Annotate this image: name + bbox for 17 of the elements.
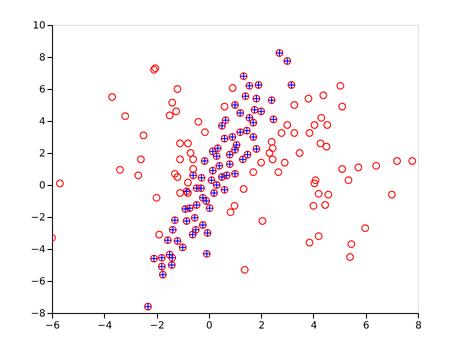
y-tick-label: 6	[39, 84, 46, 96]
y-tick-label: −4	[30, 244, 46, 256]
y-tick-label: −8	[30, 308, 46, 320]
x-tick-label: 6	[363, 320, 370, 332]
y-tick-label: 2	[39, 148, 46, 160]
y-tick-label: 8	[39, 52, 46, 64]
y-tick-label: 10	[32, 20, 46, 32]
x-tick-label: 0	[206, 320, 213, 332]
y-tick-label: 0	[39, 180, 46, 192]
y-tick-label: 4	[39, 116, 46, 128]
y-tick-label: −6	[30, 276, 46, 288]
x-tick-label: 2	[258, 320, 265, 332]
y-tick-label: −2	[30, 212, 46, 224]
x-tick-label: −2	[150, 320, 164, 332]
x-tick-label: 4	[310, 320, 318, 332]
x-tick-label: 8	[415, 320, 422, 332]
x-tick-label: −4	[97, 320, 112, 332]
